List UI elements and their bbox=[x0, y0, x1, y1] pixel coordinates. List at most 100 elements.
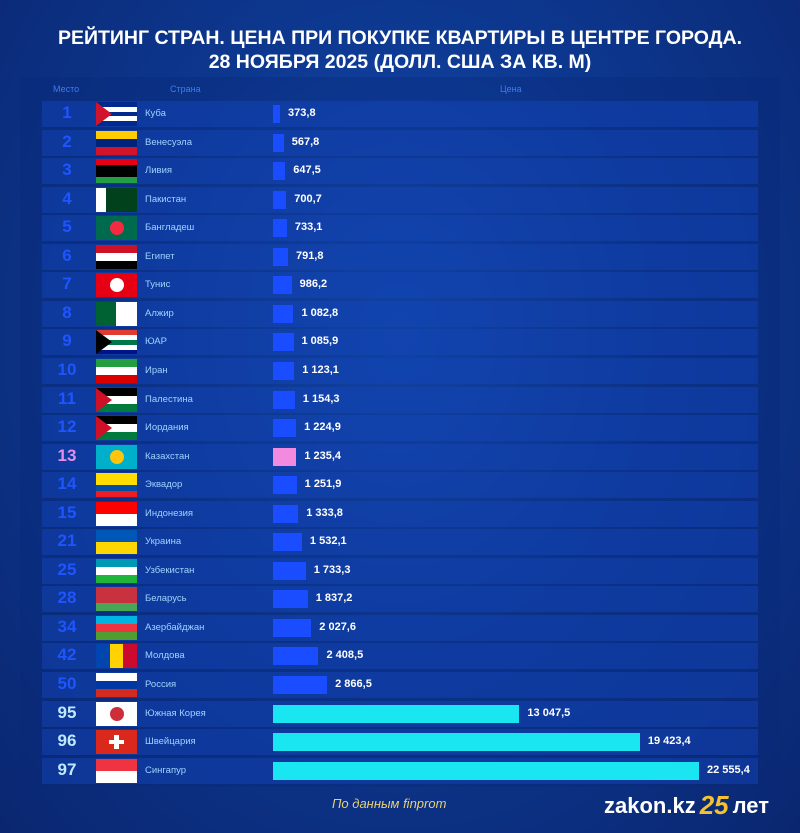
flag-icon bbox=[96, 187, 137, 212]
bar bbox=[273, 190, 287, 209]
chart-panel bbox=[20, 77, 780, 787]
flag-icon bbox=[96, 387, 137, 412]
flag-icon bbox=[96, 673, 137, 697]
flag-icon bbox=[96, 444, 137, 469]
bar bbox=[273, 676, 328, 694]
flag-icon bbox=[96, 587, 137, 612]
table-row: 13 Казахстан 1 235,4 bbox=[42, 443, 758, 470]
value-label: 1 224,9 bbox=[304, 421, 341, 434]
table-row: 96 Швейцария 19 423,4 bbox=[42, 729, 758, 756]
value-label: 1 333,8 bbox=[306, 506, 343, 519]
table-row: 5 Бангладеш 733,1 bbox=[42, 215, 758, 242]
rank-label: 4 bbox=[62, 188, 72, 208]
value-label: 1 532,1 bbox=[309, 535, 347, 548]
flag-icon bbox=[96, 701, 137, 726]
country-name: Алжир bbox=[145, 307, 174, 319]
flag-icon bbox=[96, 159, 137, 184]
rank-label: 1 bbox=[62, 103, 72, 122]
bar bbox=[273, 647, 319, 666]
country-name: Азербайджан bbox=[145, 621, 205, 633]
country-name: Индонезия bbox=[145, 507, 194, 519]
rank-label: 7 bbox=[62, 274, 72, 294]
flag-icon bbox=[96, 530, 137, 555]
value-label: 22 555,4 bbox=[707, 763, 750, 776]
country-name: Венесуэла bbox=[145, 136, 193, 148]
value-label: 2 408,5 bbox=[326, 649, 364, 662]
flag-icon bbox=[96, 730, 137, 755]
country-name: Швейцария bbox=[145, 736, 196, 748]
value-label: 1 085,9 bbox=[301, 335, 339, 348]
country-name: Ливия bbox=[145, 165, 173, 177]
country-name: Иордания bbox=[145, 422, 189, 434]
flag-icon bbox=[96, 358, 137, 383]
bar bbox=[273, 133, 284, 152]
flag-icon bbox=[96, 416, 137, 441]
bar bbox=[273, 590, 308, 609]
flag-icon bbox=[96, 558, 137, 583]
country-name: Иран bbox=[145, 364, 168, 376]
logo-suffix: лет bbox=[732, 792, 770, 818]
country-name: Палестина bbox=[145, 393, 193, 405]
bar bbox=[273, 476, 297, 495]
bar bbox=[273, 162, 286, 181]
title-line-2: 28 НОЯБРЯ 2025 (ДОЛЛ. США ЗА КВ. М) bbox=[208, 51, 592, 73]
table-row: 9 ЮАР 1 085,9 bbox=[42, 329, 758, 356]
bar bbox=[273, 761, 699, 780]
value-label: 647,5 bbox=[293, 164, 321, 177]
flag-icon bbox=[96, 130, 137, 155]
rank-label: 10 bbox=[57, 359, 77, 379]
table-row: 25 Узбекистан 1 733,3 bbox=[42, 557, 758, 584]
flag-icon bbox=[96, 644, 137, 669]
rank-label: 8 bbox=[62, 302, 72, 322]
value-label: 1 154,3 bbox=[302, 392, 340, 405]
rank-label: 3 bbox=[62, 160, 72, 180]
table-row: 4 Пакистан 700,7 bbox=[42, 186, 758, 213]
bar bbox=[273, 219, 287, 238]
rank-label: 12 bbox=[57, 417, 77, 437]
table-row: 2 Венесуэла 567,8 bbox=[42, 129, 758, 156]
rank-label: 34 bbox=[57, 616, 77, 636]
flag-icon bbox=[96, 330, 137, 355]
flag-icon bbox=[96, 102, 137, 126]
header-price: Цена bbox=[500, 84, 522, 94]
flag-icon bbox=[96, 758, 137, 783]
country-name: Молдова bbox=[145, 650, 185, 662]
value-label: 1 082,8 bbox=[301, 306, 339, 319]
table-row: 6 Египет 791,8 bbox=[42, 243, 758, 270]
flag-icon bbox=[96, 216, 137, 241]
flag-icon bbox=[96, 244, 137, 269]
bar bbox=[273, 618, 312, 637]
bar bbox=[273, 733, 640, 752]
bar bbox=[273, 447, 297, 466]
flag-icon bbox=[96, 615, 137, 640]
country-name: Россия bbox=[145, 679, 177, 690]
header-country: Страна bbox=[170, 84, 201, 94]
country-name: Пакистан bbox=[145, 193, 187, 205]
rank-label: 5 bbox=[62, 217, 72, 237]
bar bbox=[273, 333, 294, 352]
value-label: 19 423,4 bbox=[647, 735, 691, 748]
country-name: Куба bbox=[145, 108, 166, 119]
rank-label: 15 bbox=[57, 502, 77, 522]
value-label: 700,7 bbox=[294, 192, 322, 205]
table-row: 42 Молдова 2 408,5 bbox=[42, 643, 758, 670]
zakon-logo: zakon.kz 25 лет bbox=[604, 790, 769, 821]
bar bbox=[273, 105, 281, 123]
rank-label: 21 bbox=[57, 531, 77, 551]
value-label: 567,8 bbox=[291, 135, 320, 148]
rank-label: 6 bbox=[62, 245, 72, 265]
country-name: Казахстан bbox=[145, 450, 190, 462]
rank-label: 11 bbox=[58, 388, 76, 408]
rank-label: 96 bbox=[57, 731, 77, 751]
country-name: Беларусь bbox=[145, 593, 187, 605]
table-row: 3 Ливия 647,5 bbox=[42, 158, 758, 185]
header-rank: Место bbox=[53, 84, 80, 94]
bar bbox=[273, 533, 302, 552]
logo-number: 25 bbox=[699, 790, 729, 820]
rank-label: 25 bbox=[57, 559, 77, 579]
flag-icon bbox=[96, 501, 137, 526]
value-label: 733,1 bbox=[294, 221, 323, 234]
value-label: 791,8 bbox=[295, 249, 324, 262]
table-row: 21 Украина 1 532,1 bbox=[42, 529, 758, 556]
bar bbox=[273, 361, 295, 380]
